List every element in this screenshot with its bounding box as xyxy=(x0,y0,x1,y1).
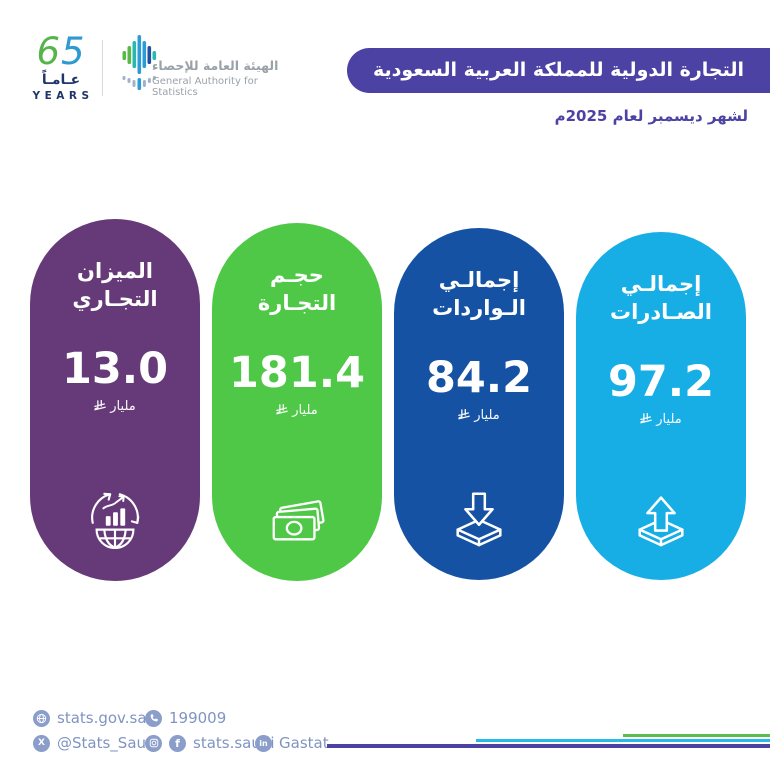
card-value: 13.0 xyxy=(61,343,169,394)
card-unit: مليار xyxy=(94,399,136,414)
card-value: 84.2 xyxy=(425,352,533,403)
phone-text: 199009 xyxy=(169,709,227,727)
gastat-logo-icon xyxy=(122,35,157,90)
card-value: 97.2 xyxy=(607,356,715,407)
linkedin-link[interactable]: in Gastat xyxy=(255,734,329,752)
anniversary-number: 65 xyxy=(36,30,86,73)
card-total-imports: إجمالـي الـواردات 84.2 مليار xyxy=(394,228,564,580)
saudi-riyal-symbol-icon xyxy=(276,404,289,415)
import-box-arrow-down-icon xyxy=(456,492,502,547)
page-title: التجارة الدولية للمملكة العربية السعودية xyxy=(372,58,744,81)
org-name-english: General Authority for Statistics xyxy=(152,76,258,98)
facebook-icon: f xyxy=(169,734,186,752)
card-unit: مليار xyxy=(458,408,500,423)
org-name-arabic: الهيئة العامة للإحصاء xyxy=(152,58,279,73)
website-link[interactable]: stats.gov.sa xyxy=(33,709,147,727)
linkedin-icon: in xyxy=(255,734,272,752)
footer-row-2: X @Stats_Saudi f stats.saudi in Gastat xyxy=(33,732,329,754)
banknotes-icon xyxy=(272,500,325,541)
card-trade-volume: حجـم التجـارة 181.4 مليار xyxy=(212,223,382,581)
card-total-exports: إجمالـي الصـادرات 97.2 مليار xyxy=(576,232,746,580)
card-title: الميزان التجـاري xyxy=(72,259,158,312)
linkedin-handle-text: Gastat xyxy=(279,734,329,752)
anniversary-english-label: YEARS xyxy=(32,90,94,102)
x-handle-text: @Stats_Saudi xyxy=(57,734,160,752)
phone-contact[interactable]: 199009 xyxy=(145,709,226,727)
social-handle-text: stats.saudi xyxy=(193,734,275,752)
anniversary-arabic-label: عـامـاً xyxy=(41,72,81,88)
card-title: إجمالـي الـواردات xyxy=(432,268,526,321)
card-trade-balance: الميزان التجـاري 13.0 مليار xyxy=(30,219,200,581)
footer-contacts: stats.gov.sa 199009 X @Stats_Saudi f sta… xyxy=(33,707,329,757)
report-period-subtitle: لشهر ديسمبر لعام 2025م xyxy=(554,107,748,125)
instagram-facebook-link[interactable]: f stats.saudi xyxy=(145,734,275,752)
anniversary-65-logo: 65 عـامـاً YEARS xyxy=(28,30,94,102)
website-text: stats.gov.sa xyxy=(57,709,147,727)
org-name-block: الهيئة العامة للإحصاء General Authority … xyxy=(152,58,302,98)
card-title: حجـم التجـارة xyxy=(257,263,337,316)
globe-growth-chart-icon xyxy=(91,492,140,549)
card-title: إجمالـي الصـادرات xyxy=(610,272,713,325)
logo-divider xyxy=(102,40,103,96)
title-banner: التجارة الدولية للمملكة العربية السعودية xyxy=(347,48,770,93)
export-box-arrow-up-icon xyxy=(638,496,684,547)
x-twitter-icon: X xyxy=(33,734,50,752)
card-unit: مليار xyxy=(640,412,682,427)
stripe-indigo xyxy=(327,744,770,748)
footer-row-1: stats.gov.sa 199009 xyxy=(33,707,329,729)
card-value: 181.4 xyxy=(229,347,366,398)
phone-icon xyxy=(145,709,162,727)
stripe-green xyxy=(623,734,770,737)
kpi-cards-row: إجمالـي الصـادرات 97.2 مليار إجمالـي الـوا… xyxy=(30,219,746,581)
instagram-icon xyxy=(145,734,162,752)
card-unit: مليار xyxy=(276,403,318,418)
saudi-riyal-symbol-icon xyxy=(640,413,653,424)
globe-icon xyxy=(33,709,50,727)
stripe-cyan xyxy=(476,739,770,742)
x-twitter-link[interactable]: X @Stats_Saudi xyxy=(33,734,160,752)
saudi-riyal-symbol-icon xyxy=(94,400,107,411)
saudi-riyal-symbol-icon xyxy=(458,409,471,420)
